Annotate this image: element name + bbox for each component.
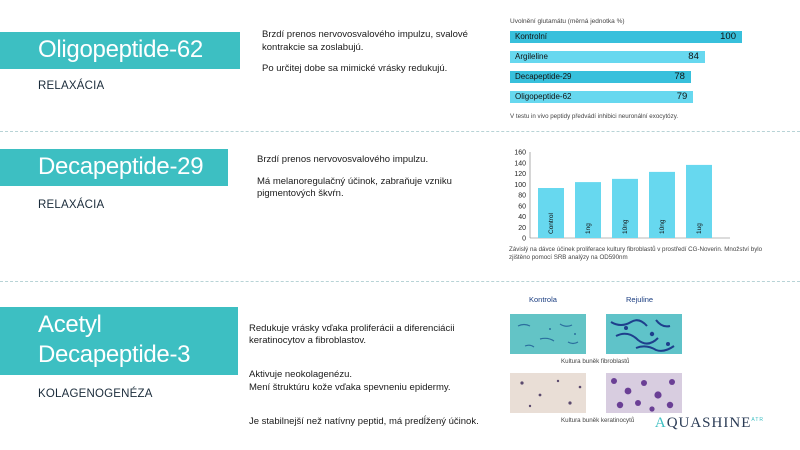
desc-3-para-1: Redukuje vrásky vďaka proliferácii a dif… — [249, 322, 455, 347]
fibroblast-control-image — [510, 314, 586, 354]
y-tick-6: 120 — [514, 171, 526, 178]
hbar-0: Kontrolní 100 — [510, 31, 742, 43]
logo-initial: A — [654, 415, 667, 431]
logo-mark: ATR — [751, 417, 764, 423]
vbar-4 — [686, 164, 712, 238]
col-label-rejuline: Rejuline — [626, 295, 654, 304]
keratinocyte-control-image — [510, 373, 586, 413]
fibroblast-rejuline-image — [606, 314, 682, 354]
divider-1 — [0, 131, 800, 132]
section-title-2: Decapeptide-29 — [38, 153, 204, 180]
hbar-value-3: 79 — [676, 91, 688, 102]
y-tick-2: 40 — [518, 214, 526, 221]
y-tick-0: 0 — [522, 236, 526, 243]
y-tick-8: 160 — [514, 150, 526, 157]
section-desc-3: Redukuje vrásky vďaka proliferácii a dif… — [249, 310, 479, 450]
title-band-2: Decapeptide-29 — [0, 149, 228, 186]
vbar-1 — [575, 182, 601, 238]
y-tick-1: 20 — [518, 225, 526, 232]
y-tick-5: 100 — [514, 182, 526, 189]
title-band-3: Acetyl Decapeptide-3 — [0, 307, 238, 375]
vbar-0 — [538, 188, 564, 238]
logo-text: QUASHINE — [666, 415, 752, 431]
section-title-1: Oligopeptide-62 — [38, 36, 203, 63]
hbar-label-2: Decapeptide-29 — [515, 72, 572, 81]
hchart-title: Uvolnění glutamátu (měrná jednotka %) — [510, 18, 625, 25]
section-category-1: RELAXÁCIA — [38, 80, 105, 92]
vbar-label-4: 1ug — [696, 223, 703, 234]
divider-2 — [0, 281, 800, 282]
desc-3-para-3: Je stabilnejší než natívny peptid, má pr… — [249, 415, 479, 427]
hbar-label-0: Kontrolní — [515, 32, 548, 41]
caption-keratinocyte: Kultura buněk keratinocytů — [561, 417, 635, 424]
desc-3-para-2: Aktivuje neokolagenézu. Mení štruktúru k… — [249, 369, 451, 393]
hbar-label-1: Argileline — [515, 52, 548, 61]
section-desc-1: Brzdí prenos nervovosvalového impulzu, s… — [262, 29, 482, 85]
y-tick-3: 60 — [518, 203, 526, 210]
section-category-3: KOLAGENOGENÉZA — [38, 388, 153, 400]
vbar-label-2: 10ng — [622, 219, 629, 234]
section-desc-2: Brzdí prenos nervovosvalového impulzu. M… — [257, 154, 467, 210]
section-title-3a: Acetyl — [38, 311, 102, 338]
vchart-note: Závislý na dávce účinek proliferace kult… — [509, 246, 763, 261]
section-category-2: RELAXÁCIA — [38, 199, 105, 211]
vbar-3 — [649, 171, 675, 238]
section-title-3b: Decapeptide-3 — [38, 341, 191, 368]
vbar-chart: 0 20 40 60 80 100 120 140 160 Control 1ng 10ng 10ng 1… — [514, 150, 730, 243]
title-band-1: Oligopeptide-62 — [0, 32, 240, 69]
hbar-3: Oligopeptide-62 79 — [510, 91, 694, 103]
vbar-2 — [612, 178, 638, 238]
hbar-value-2: 78 — [674, 71, 685, 82]
vbar-label-1: 1ng — [585, 223, 592, 234]
hbar-1: Argileline 84 — [510, 51, 705, 63]
y-tick-4: 80 — [518, 193, 526, 200]
y-tick-7: 140 — [514, 160, 526, 167]
keratinocyte-rejuline-image — [606, 373, 682, 413]
aquashine-logo: AQUASHINEATR — [655, 415, 764, 432]
vbar-label-3: 10ng — [659, 219, 666, 234]
desc-2-para-2: Má melanoregulačný účinok, zabraňuje vzn… — [257, 175, 452, 200]
vbar-label-0: Control — [548, 212, 555, 234]
desc-1-para-1: Brzdí prenos nervovosvalového impulzu, s… — [262, 29, 468, 53]
desc-2-para-1: Brzdí prenos nervovosvalového impulzu. — [257, 154, 429, 165]
hbar-value-0: 100 — [720, 31, 736, 42]
desc-1-para-2: Po určitej dobe sa mimické vrásky reduku… — [262, 63, 448, 74]
caption-fibroblast: Kultura buněk fibroblastů — [561, 358, 630, 365]
col-label-control: Kontrola — [529, 295, 557, 304]
hchart-note: V testu in vivo peptidy předvádí inhibic… — [510, 113, 679, 120]
hbar-2: Decapeptide-29 78 — [510, 71, 691, 83]
hbar-value-1: 84 — [688, 51, 699, 62]
hbar-label-3: Oligopeptide-62 — [515, 92, 572, 101]
